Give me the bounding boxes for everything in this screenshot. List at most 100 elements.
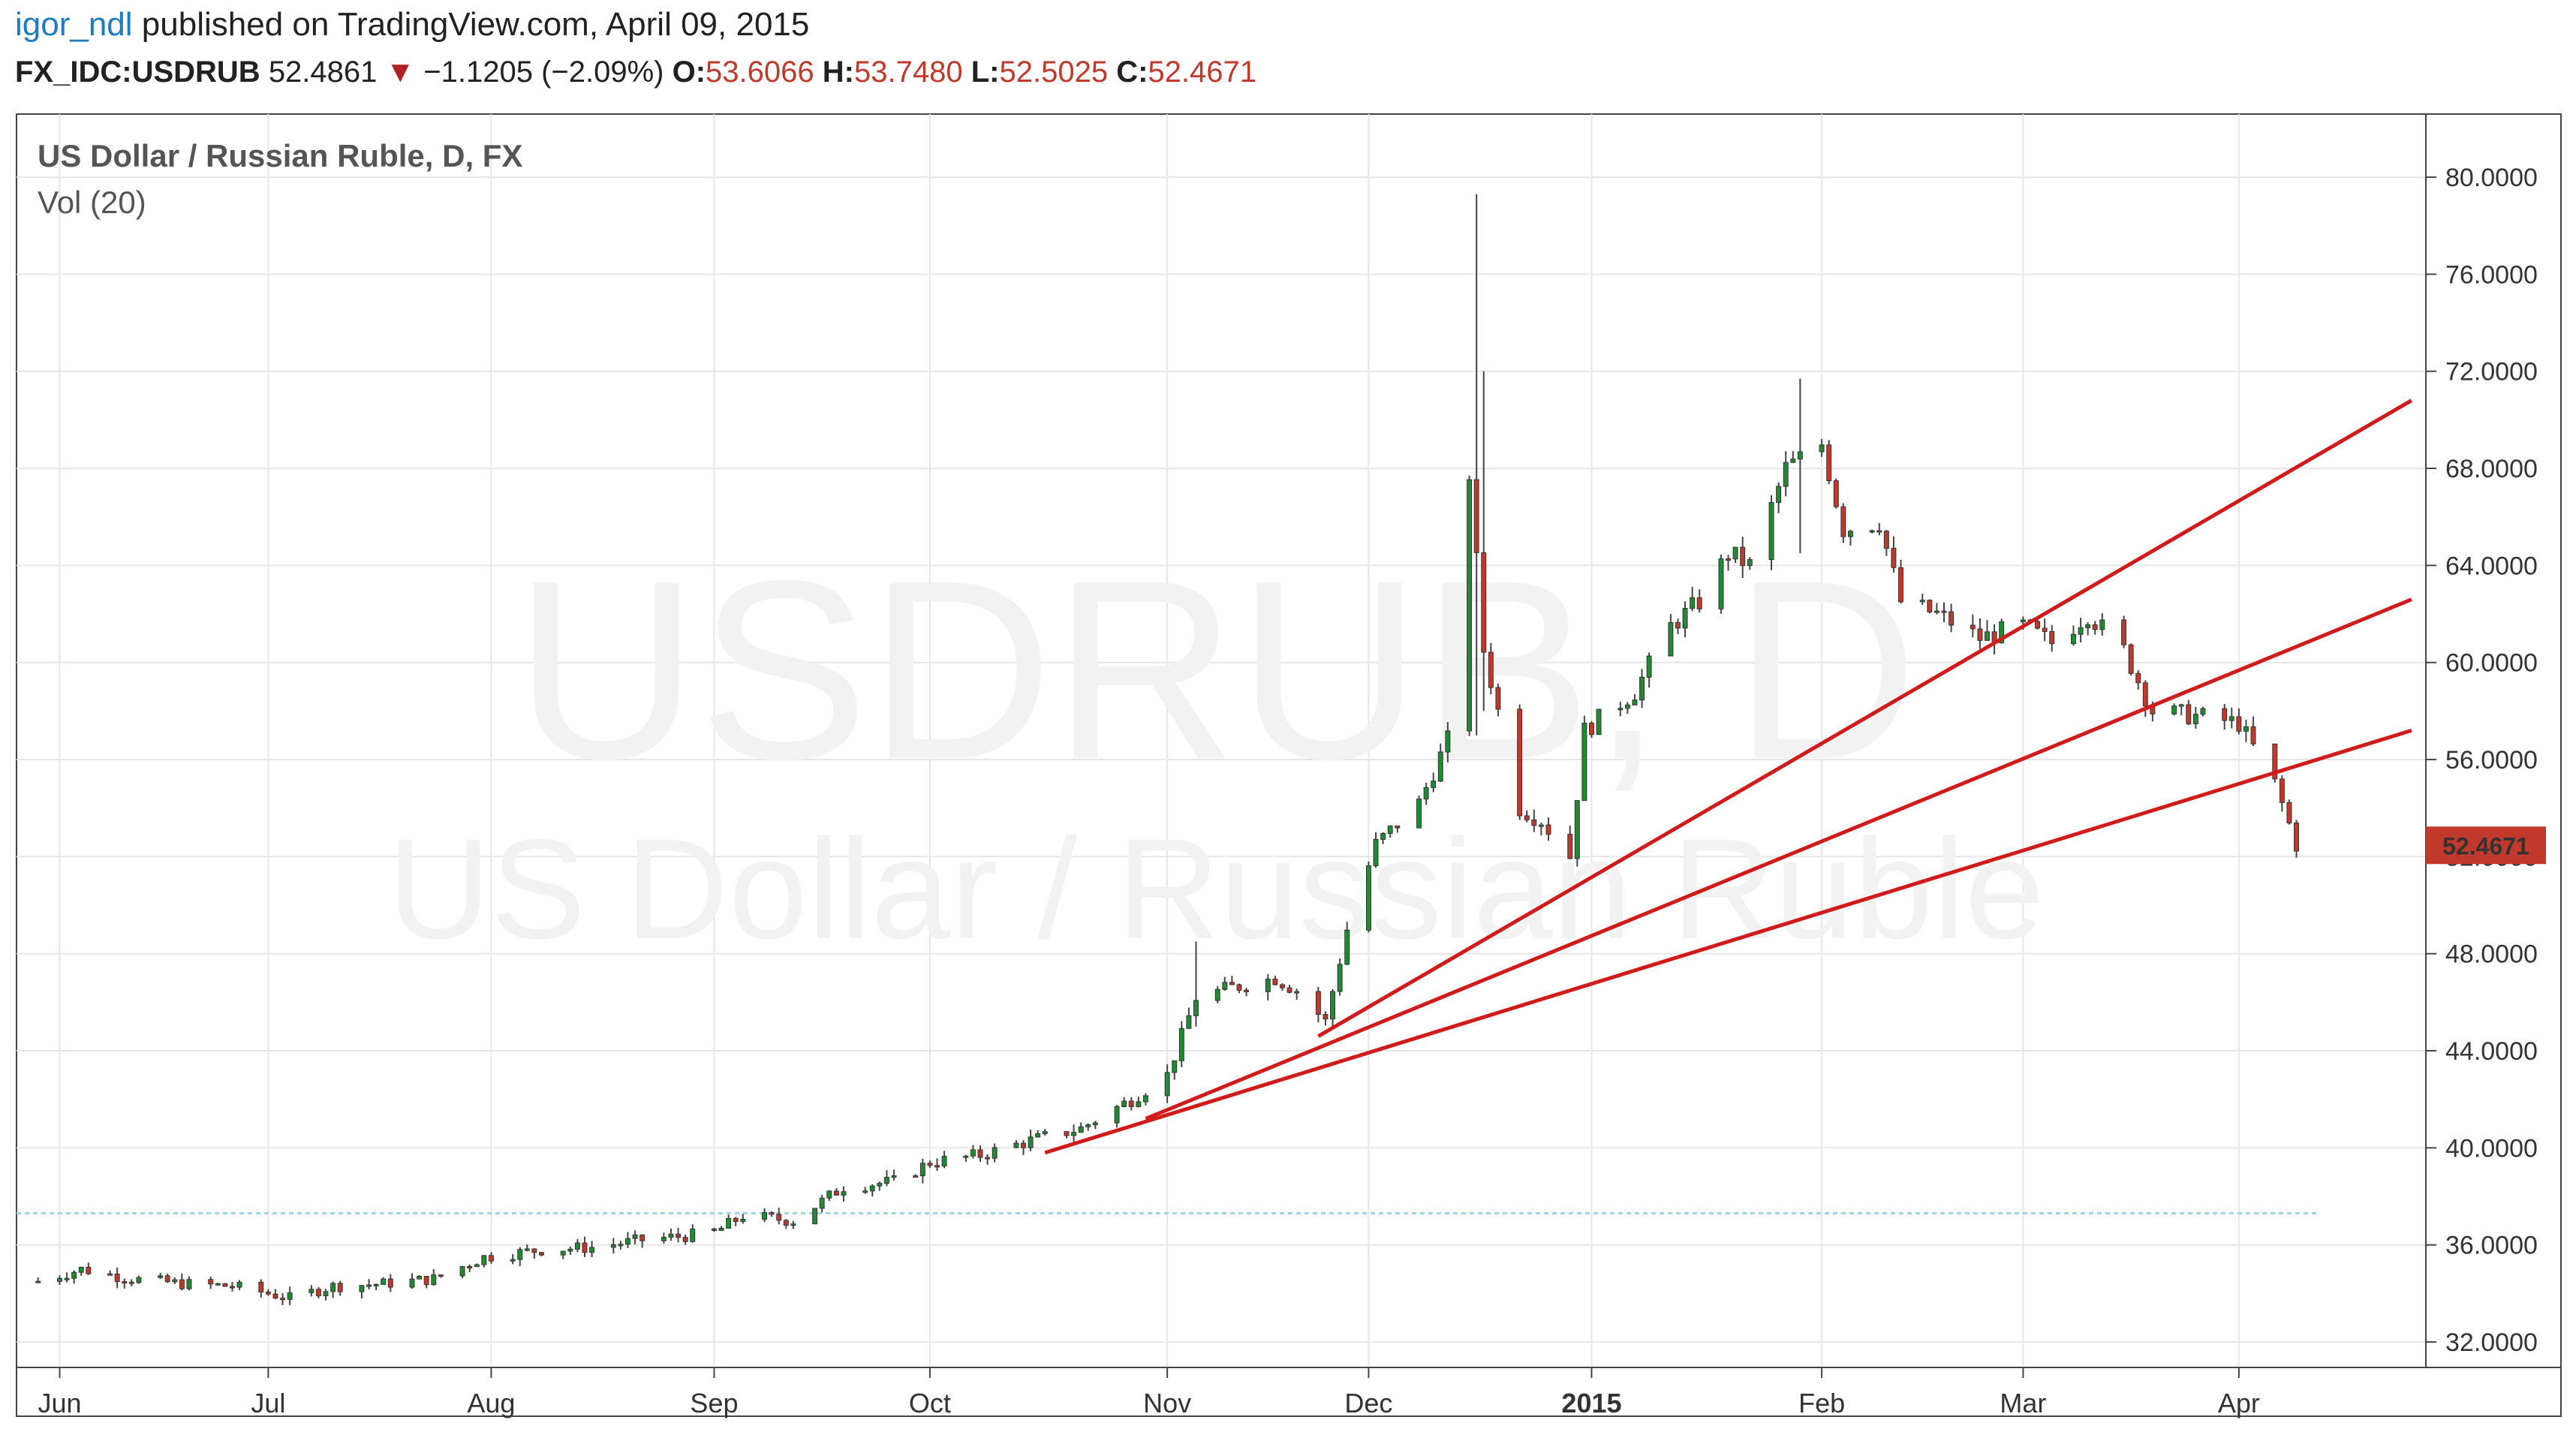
candle-up bbox=[1423, 787, 1429, 800]
candle-up bbox=[1445, 730, 1451, 753]
candle-up bbox=[308, 1289, 314, 1293]
candle-up bbox=[2020, 619, 2026, 623]
candle-up bbox=[1690, 597, 1696, 609]
candle-up bbox=[690, 1228, 696, 1242]
low-label: L: bbox=[971, 56, 1000, 89]
candle-down bbox=[258, 1281, 264, 1293]
candle-up bbox=[560, 1250, 566, 1256]
candle-up bbox=[919, 1163, 925, 1177]
x-tick-label: Oct bbox=[909, 1388, 951, 1418]
candle-up bbox=[1265, 978, 1271, 992]
candle-down bbox=[1891, 547, 1897, 568]
candle-up bbox=[1344, 929, 1350, 965]
candle-down bbox=[1229, 982, 1235, 985]
last-price: 52.4861 bbox=[268, 56, 378, 89]
candle-down bbox=[387, 1278, 393, 1288]
candle-up bbox=[2200, 708, 2206, 715]
symbol-label: FX_IDC:USDRUB bbox=[15, 56, 260, 89]
candle-up bbox=[1869, 530, 1875, 533]
last-price-marker bbox=[2426, 826, 2546, 865]
trendlines[interactable] bbox=[1044, 399, 2413, 1155]
candle-down bbox=[2128, 644, 2134, 674]
candle-up bbox=[417, 1276, 423, 1280]
candle-up bbox=[459, 1266, 465, 1277]
candle-down bbox=[1236, 984, 1242, 991]
candle-up bbox=[941, 1156, 947, 1167]
candle-down bbox=[2222, 708, 2228, 721]
candle-down bbox=[2236, 716, 2242, 732]
ohlc-line: FX_IDC:USDRUB 52.4861 ▼ −1.1205 (−2.09%)… bbox=[15, 56, 1256, 89]
candle-up bbox=[1747, 559, 1753, 567]
candle-up bbox=[963, 1155, 969, 1158]
candle-up bbox=[1847, 531, 1853, 537]
candle-down bbox=[229, 1286, 235, 1289]
candle-down bbox=[531, 1248, 537, 1253]
trendline[interactable] bbox=[1145, 597, 2412, 1121]
candle-up bbox=[1085, 1124, 1091, 1127]
y-tick-label: 68.0000 bbox=[2445, 455, 2538, 483]
candle-down bbox=[222, 1283, 228, 1287]
candle-up bbox=[1071, 1132, 1077, 1136]
candle-up bbox=[1121, 1100, 1127, 1107]
candle-down bbox=[1272, 978, 1278, 985]
candle-down bbox=[1883, 531, 1889, 549]
candle-up bbox=[1618, 708, 1624, 711]
candle-up bbox=[726, 1217, 732, 1229]
candle-up bbox=[2085, 624, 2091, 628]
candle-up bbox=[812, 1208, 818, 1225]
candle-up bbox=[1365, 865, 1371, 931]
candle-down bbox=[1315, 991, 1321, 1015]
candle-up bbox=[1919, 600, 1925, 603]
candle-up bbox=[1985, 631, 1990, 641]
gridlines bbox=[17, 114, 2426, 1367]
candle-up bbox=[862, 1190, 868, 1193]
candle-up bbox=[574, 1242, 580, 1250]
candle-up bbox=[510, 1259, 516, 1262]
candle-down bbox=[1323, 1014, 1329, 1020]
candle-up bbox=[1718, 558, 1724, 609]
x-tick-label: Feb bbox=[1798, 1388, 1845, 1418]
y-tick-label: 72.0000 bbox=[2445, 358, 2538, 387]
candle-up bbox=[524, 1248, 530, 1251]
candle-up bbox=[1790, 459, 1796, 463]
open-value: 53.6066 bbox=[706, 56, 814, 89]
candle-up bbox=[883, 1177, 889, 1184]
price-axis[interactable]: 80.0000 76.0000 72.0000 68.0000 64.0000 60.00… bbox=[2426, 164, 2538, 1357]
author-link[interactable]: igor_ndl bbox=[15, 6, 133, 43]
y-tick-label: 60.0000 bbox=[2445, 649, 2538, 678]
candle-up bbox=[1142, 1095, 1148, 1103]
indicator-label: Vol (20) bbox=[38, 185, 146, 220]
candle-down bbox=[1927, 600, 1933, 612]
candle-up bbox=[1172, 1060, 1178, 1073]
candle-down bbox=[711, 1228, 717, 1232]
x-tick-label: 2015 bbox=[1561, 1388, 1621, 1418]
candle-up bbox=[625, 1238, 630, 1245]
candle-up bbox=[359, 1285, 365, 1292]
candle-up bbox=[1330, 991, 1335, 1020]
candle-down bbox=[1977, 628, 1983, 641]
candle-down bbox=[272, 1293, 278, 1299]
y-tick-label: 48.0000 bbox=[2445, 940, 2538, 969]
candle-down bbox=[488, 1255, 494, 1262]
candle-down bbox=[1949, 611, 1955, 626]
candle-up bbox=[1797, 451, 1803, 460]
candle-up bbox=[1999, 621, 2005, 644]
low-value: 52.5025 bbox=[999, 56, 1109, 89]
time-axis[interactable]: Jun Jul Aug Sep Oct Nov Dec 2015 Feb Mar Apr bbox=[38, 1367, 2260, 1418]
y-tick-label: 56.0000 bbox=[2445, 746, 2538, 775]
trendline[interactable] bbox=[1317, 399, 2413, 1038]
candle-up bbox=[1538, 824, 1544, 827]
candle-down bbox=[1675, 621, 1681, 629]
candle-up bbox=[2192, 714, 2198, 724]
candle-down bbox=[1941, 610, 1947, 613]
candle-up bbox=[1639, 676, 1645, 701]
candle-up bbox=[1078, 1126, 1084, 1133]
trendline[interactable] bbox=[1044, 728, 2412, 1155]
candle-down bbox=[1726, 558, 1732, 561]
candle-down bbox=[1481, 552, 1487, 653]
candle-up bbox=[1467, 479, 1473, 732]
candle-up bbox=[1337, 964, 1343, 992]
candle-up bbox=[589, 1247, 595, 1253]
y-tick-label: 40.0000 bbox=[2445, 1134, 2538, 1163]
